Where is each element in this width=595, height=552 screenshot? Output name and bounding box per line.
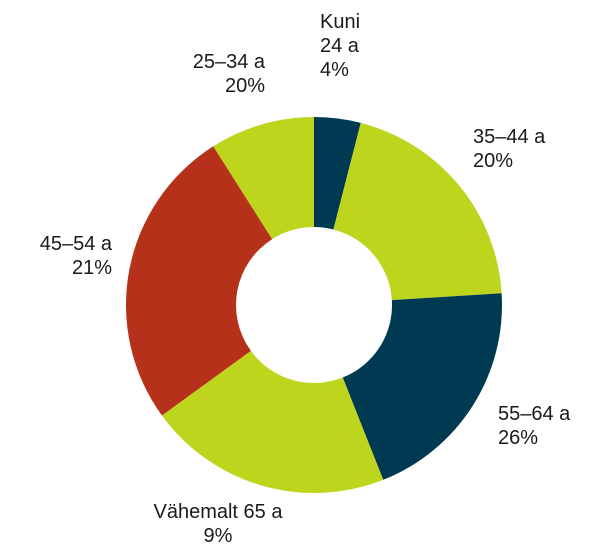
value-label: 26%: [498, 427, 539, 449]
donut-segment: [342, 293, 502, 480]
segment-label: 55–64 a 26%: [498, 402, 593, 450]
category-label: 25–34 a: [192, 51, 265, 73]
segment-label: 45–54 a 21%: [0, 232, 112, 280]
category-label: Vähemalt 65 a: [153, 501, 283, 523]
segment-label: 25–34 a 20%: [60, 50, 265, 98]
value-label: 20%: [224, 75, 265, 97]
donut-segment: [125, 146, 273, 416]
value-label: 4%: [320, 59, 349, 81]
segment-label: Vähemalt 65 a 9%: [120, 500, 316, 548]
segment-label: Kuni 24 a 4%: [320, 10, 372, 82]
donut-segment: [213, 117, 314, 240]
value-label: 21%: [71, 257, 112, 279]
donut-segment: [314, 117, 361, 230]
category-label: Kuni 24 a: [320, 11, 361, 57]
category-label: 45–54 a: [39, 233, 112, 255]
value-label: 20%: [473, 150, 514, 172]
category-label: 35–44 a: [473, 126, 546, 148]
donut-segment: [161, 350, 384, 493]
segment-label: 35–44 a 20%: [473, 125, 583, 173]
donut-segment: [333, 122, 502, 301]
value-label: 9%: [203, 525, 233, 547]
category-label: 55–64 a: [498, 403, 571, 425]
